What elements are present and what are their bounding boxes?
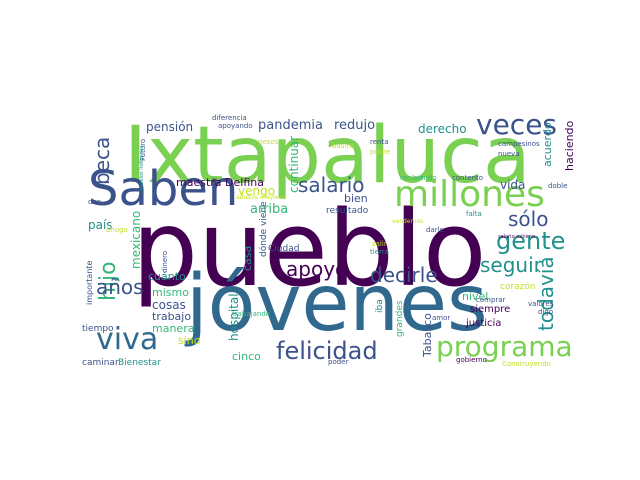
word: apoyo <box>286 257 348 281</box>
word: vendemos <box>392 218 424 225</box>
word: salario <box>298 173 365 197</box>
word: básico <box>332 142 355 150</box>
word: corazón <box>500 282 536 292</box>
word: años <box>96 275 144 299</box>
word: maestra Delfina <box>176 176 264 189</box>
word: dinero <box>161 250 169 273</box>
word: pueblo <box>132 188 487 310</box>
word: programa <box>436 330 573 363</box>
word: importante <box>85 260 94 305</box>
word: nivel <box>462 290 489 303</box>
word: acuerdo <box>541 122 554 167</box>
word: salario mínimo <box>498 234 535 240</box>
word: diferencia <box>212 114 247 122</box>
word: tierra <box>370 248 389 256</box>
word: pesos <box>258 138 279 146</box>
word: gente <box>496 227 566 255</box>
word: amor <box>432 314 451 322</box>
word: cosas <box>152 298 186 312</box>
word: renta <box>370 138 389 146</box>
word: dan <box>88 198 102 206</box>
word: decirle <box>370 263 438 287</box>
word: justicia <box>466 318 502 329</box>
word: poder <box>328 358 349 366</box>
word: digo <box>538 308 554 316</box>
word: pueblos indígenas <box>139 145 145 191</box>
word: Bienestar <box>118 358 161 368</box>
word: resultado <box>326 206 369 216</box>
word: Construyendo <box>502 360 551 368</box>
word: valores <box>528 300 554 308</box>
word: pensión <box>146 120 194 134</box>
word: vengo <box>238 184 276 198</box>
word: trabajando <box>232 310 271 318</box>
word: pandemia <box>258 118 323 133</box>
word: beca <box>90 136 114 185</box>
word: sólo <box>508 207 549 231</box>
word: tiempo <box>82 324 114 334</box>
word: país <box>88 218 113 232</box>
word: Ciudad <box>268 244 300 254</box>
word: darle <box>426 226 444 234</box>
word: derecho <box>418 122 467 136</box>
word: dónde viene <box>259 201 269 257</box>
word: jóvenes <box>186 259 488 349</box>
word: ahogo <box>106 226 128 234</box>
word: doble <box>548 182 568 190</box>
word: cuánto <box>148 270 186 283</box>
word: redujo <box>334 118 376 133</box>
word: grandes <box>395 300 405 337</box>
word: continuar <box>287 135 301 193</box>
word: viva <box>96 322 159 357</box>
word: arriba <box>250 202 289 217</box>
word: nueva <box>498 150 520 158</box>
word: veces <box>476 108 558 141</box>
word: comprar <box>476 296 506 304</box>
word: Ixtapaluca <box>124 111 531 201</box>
word: Saben <box>88 161 239 217</box>
word: adultos mayores <box>236 194 286 201</box>
word: recibiendo <box>400 174 437 182</box>
word: seguir <box>480 253 542 277</box>
word: haciendo <box>563 120 576 171</box>
word: caminar <box>82 358 119 368</box>
word: falta <box>466 210 482 218</box>
word: casa <box>241 245 254 271</box>
word: cinco <box>232 350 261 363</box>
word: iba <box>375 299 385 313</box>
word: vida <box>500 178 526 192</box>
word: sino <box>178 334 201 347</box>
word: felicidad <box>276 337 378 365</box>
word: siempre <box>470 304 511 315</box>
word: gobierno <box>456 356 487 364</box>
word: manera <box>152 322 195 335</box>
word: millones <box>394 174 545 215</box>
word: todavía <box>534 256 558 331</box>
word: campesinos <box>498 140 540 148</box>
word: apoyando <box>218 122 253 130</box>
word: bien <box>344 192 368 205</box>
word: contento <box>452 174 484 182</box>
word: salir <box>372 240 387 248</box>
word-cloud-canvas: pueblo Ixtapaluca jóvenes Saben millones… <box>80 105 576 375</box>
word: pobre <box>370 148 391 156</box>
word: trabajo <box>152 310 192 323</box>
word: mexicano <box>129 210 143 269</box>
word: mismo <box>152 286 189 299</box>
